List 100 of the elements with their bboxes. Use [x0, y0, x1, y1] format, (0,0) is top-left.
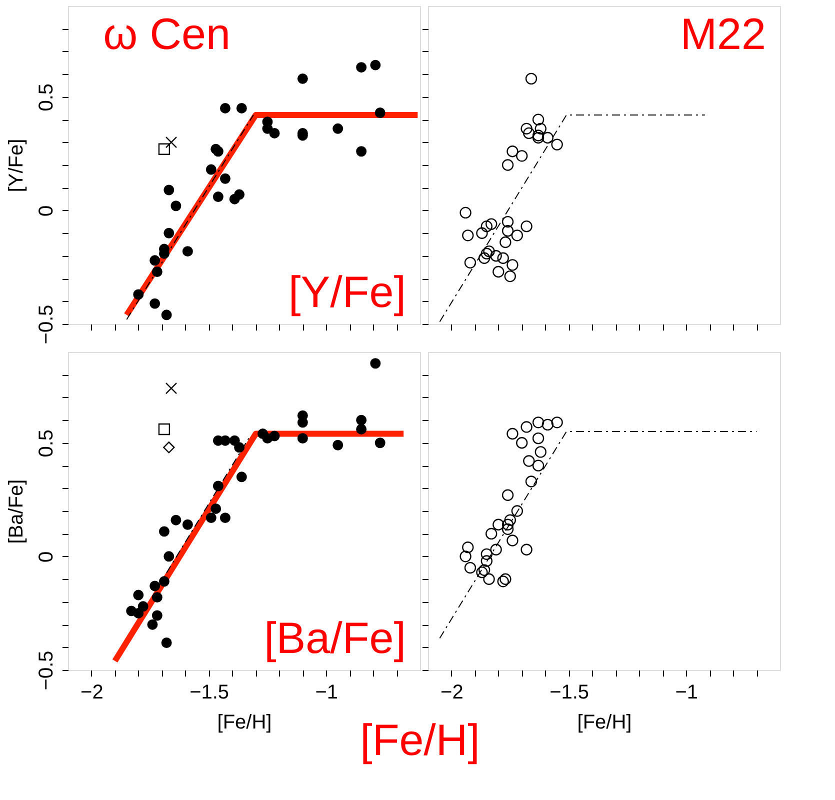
point	[464, 256, 476, 269]
point	[490, 250, 502, 262]
point	[478, 252, 490, 264]
point	[356, 62, 367, 73]
x-tick-label: −2	[80, 682, 104, 704]
point	[356, 146, 367, 157]
point	[147, 619, 158, 630]
point	[486, 218, 498, 230]
point	[133, 590, 144, 600]
point	[269, 128, 280, 138]
point	[532, 114, 544, 126]
point	[492, 266, 504, 278]
point	[234, 189, 245, 200]
point	[152, 610, 162, 621]
point	[483, 573, 495, 585]
annotation: [Y/Fe]	[288, 268, 406, 317]
point	[542, 418, 554, 431]
point	[480, 555, 493, 567]
point	[374, 108, 386, 118]
y-axis-title: [Y/Fe]	[6, 138, 28, 192]
point	[133, 289, 144, 300]
point	[534, 446, 546, 458]
point	[165, 136, 178, 148]
point	[551, 416, 563, 428]
point	[332, 440, 344, 450]
point	[356, 424, 367, 434]
text: [Fe/H]	[360, 716, 480, 765]
point	[502, 216, 514, 228]
point	[523, 455, 535, 467]
point	[511, 230, 524, 242]
point	[212, 146, 224, 157]
point	[476, 566, 488, 578]
point	[152, 592, 162, 603]
point	[464, 562, 476, 574]
point	[210, 503, 222, 514]
y-tick-label: −0.5	[36, 304, 58, 344]
point	[460, 550, 472, 562]
x-tick-label: −2	[440, 682, 464, 704]
point	[164, 551, 174, 562]
point	[500, 573, 512, 585]
point	[532, 460, 544, 472]
y-axis-title: [Ba/Fe]	[6, 479, 28, 544]
point	[525, 72, 538, 85]
point	[506, 534, 518, 546]
point	[206, 512, 216, 524]
point	[476, 227, 488, 239]
point	[164, 184, 174, 196]
point	[182, 519, 193, 530]
point	[236, 102, 247, 114]
point	[480, 548, 493, 560]
point	[234, 442, 245, 453]
y-tick-label: 0	[36, 551, 58, 562]
point	[462, 230, 474, 242]
point	[502, 159, 514, 171]
y-tick-label: 0	[36, 205, 58, 216]
point	[297, 417, 308, 428]
point	[182, 246, 193, 257]
point	[158, 576, 170, 587]
point	[523, 127, 535, 140]
point	[164, 228, 174, 238]
point	[483, 245, 495, 258]
x-tick-label: −1.5	[190, 682, 230, 704]
point	[525, 476, 538, 488]
point	[138, 601, 148, 612]
point	[152, 266, 162, 277]
point	[520, 544, 532, 556]
point	[532, 432, 544, 444]
point	[170, 200, 182, 212]
point	[220, 512, 230, 524]
point	[150, 255, 160, 266]
point	[492, 518, 504, 530]
point	[486, 528, 498, 540]
point	[516, 437, 528, 449]
annotation: ω Cen	[103, 10, 230, 59]
point	[542, 132, 554, 144]
point	[220, 102, 230, 114]
point	[520, 421, 532, 433]
point	[161, 310, 172, 320]
point	[500, 236, 512, 248]
point	[460, 206, 472, 219]
point	[356, 414, 367, 426]
point	[506, 146, 518, 158]
point	[206, 164, 216, 175]
point	[502, 489, 514, 501]
point	[150, 298, 160, 309]
point	[497, 576, 509, 588]
point	[158, 143, 170, 155]
point	[506, 428, 518, 440]
point	[502, 518, 514, 530]
x-axis-title: [Fe/H]	[217, 712, 272, 734]
point	[220, 173, 230, 184]
point	[212, 192, 224, 202]
point	[297, 73, 308, 84]
point	[212, 480, 224, 492]
annotation: [Ba/Fe]	[264, 614, 406, 663]
point	[511, 505, 524, 517]
x-tick-label: −1	[315, 682, 338, 704]
y-tick-label: −0.5	[36, 650, 58, 690]
y-tick-label: 0.5	[36, 83, 58, 112]
point	[374, 438, 386, 448]
